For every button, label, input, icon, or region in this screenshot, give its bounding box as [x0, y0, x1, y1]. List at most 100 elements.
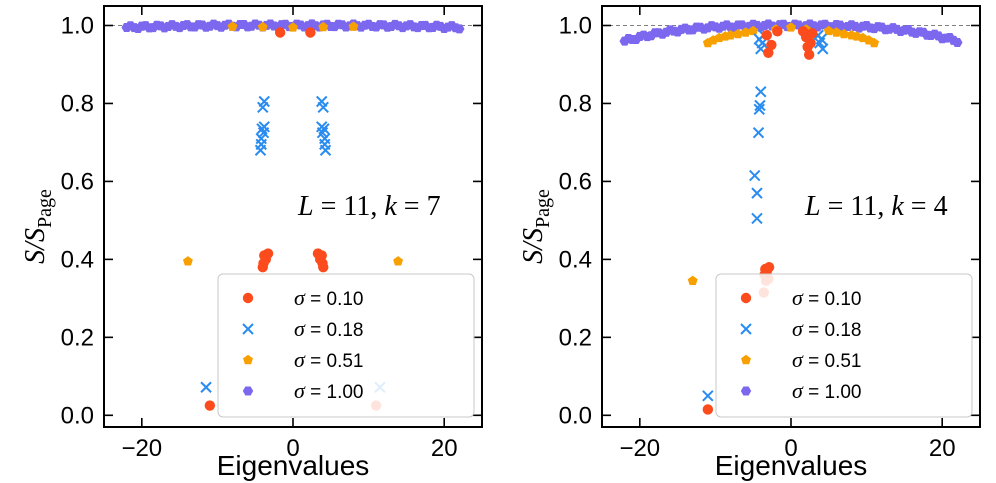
legend: σ = 0.10σ = 0.18σ = 0.51σ = 1.00 [217, 273, 475, 418]
data-point-circle [803, 49, 815, 60]
legend-entry: σ = 0.18 [792, 316, 862, 341]
data-point-pentagon [831, 27, 842, 37]
legend-value: = 1.00 [808, 382, 861, 403]
data-point-x [316, 121, 328, 133]
data-point-circle [766, 39, 777, 51]
data-point-x [255, 132, 267, 145]
legend-marker-circle [740, 292, 752, 304]
data-point-pentagon [838, 28, 849, 39]
data-point-hexagon [952, 38, 963, 48]
legend-value: = 0.10 [310, 289, 363, 310]
data-point-pentagon [733, 28, 744, 39]
y-tick-label: 0.8 [559, 90, 592, 117]
data-point-x [702, 390, 714, 402]
data-point-x [753, 103, 765, 116]
data-point-x-stroke-b [751, 187, 763, 199]
data-point-hexagon [454, 24, 465, 34]
legend-marker-pentagon [741, 354, 751, 365]
data-point-circle [305, 27, 316, 38]
data-point-pentagon [288, 22, 298, 32]
series-pentagon-group [687, 22, 880, 286]
data-point-pentagon [257, 21, 268, 32]
data-point-pentagon [182, 256, 193, 266]
data-point-circle [763, 261, 775, 273]
y-tick-label: 0.8 [61, 90, 94, 117]
series-pentagon-group [182, 21, 404, 266]
data-point-circle [274, 27, 286, 38]
data-point-x-stroke-b [200, 381, 212, 393]
data-point-x-stroke-b [755, 86, 767, 98]
y-axis-label-sub: Page [34, 189, 56, 228]
data-point-pentagon [393, 256, 404, 266]
legend-entry: σ = 0.51 [294, 347, 364, 372]
y-axis-label-sub: Page [532, 189, 554, 228]
data-point-x [749, 169, 761, 182]
data-point-x [817, 43, 829, 55]
data-point-circle [318, 261, 329, 273]
legend-symbol: σ [792, 347, 804, 372]
data-point-x-stroke-b [316, 95, 328, 108]
data-point-circle [772, 26, 783, 37]
legend-marker-x [740, 323, 752, 335]
legend-value: = 0.10 [808, 289, 861, 310]
legend-symbol: σ [294, 347, 306, 372]
data-point-x-stroke-b [319, 132, 331, 145]
data-point-x-stroke-b [817, 43, 829, 55]
legend-symbol: σ [792, 285, 804, 310]
legend: σ = 0.10σ = 0.18σ = 0.51σ = 1.00 [715, 273, 973, 418]
data-point-x [751, 187, 763, 199]
data-point-x-stroke-b [754, 99, 766, 112]
data-point-x [815, 33, 827, 45]
legend-marker-pentagon [243, 354, 253, 365]
data-point-circle [262, 248, 274, 259]
data-point-x [751, 212, 763, 225]
data-point-pentagon [748, 25, 759, 36]
data-point-x-stroke-b [255, 132, 267, 145]
x-tick-label: 20 [929, 435, 956, 462]
data-point-pentagon [823, 25, 834, 36]
data-point-pentagon [318, 21, 329, 32]
legend-entry: σ = 1.00 [792, 378, 862, 403]
data-point-x [752, 126, 765, 139]
data-point-x [258, 95, 270, 108]
y-axis-label-main: S/S [20, 228, 51, 264]
legend-entry: σ = 0.18 [294, 316, 364, 341]
data-point-pentagon [227, 21, 238, 31]
y-tick-label: 0.0 [61, 402, 94, 429]
legend-value: = 0.18 [808, 320, 861, 341]
data-point-circle [204, 400, 216, 411]
data-point-x [755, 86, 767, 98]
annotation-part: = 4 [904, 191, 948, 222]
series-x-group [200, 95, 386, 393]
data-point-circle [702, 404, 714, 415]
annotation-label: L = 11, k = 4 [804, 191, 948, 222]
data-point-circle [763, 47, 774, 58]
legend-symbol: σ [294, 316, 306, 341]
legend-symbol: σ [294, 378, 306, 403]
panel-left: −20 0 20 0.0 0.2 0.4 0.6 0.8 1.0 Eigenvalues S/SPa… [20, 5, 483, 481]
data-point-x-stroke-b [258, 121, 270, 133]
data-point-x [754, 99, 766, 112]
y-axis-label: S/SPage [518, 189, 554, 264]
data-point-x-stroke-b [753, 103, 765, 116]
x-axis-label: Eigenvalues [217, 450, 370, 481]
annotation-label: L = 11, k = 7 [297, 191, 441, 222]
legend-symbol: σ [294, 285, 306, 310]
data-point-x [316, 95, 328, 108]
legend-box [715, 273, 973, 418]
x-tick-label: 20 [431, 435, 458, 462]
legend-value: = 0.18 [310, 320, 363, 341]
data-point-circle [761, 30, 773, 41]
data-point-pentagon [348, 21, 359, 31]
annotation-part: = 11, [821, 191, 892, 222]
y-tick-label: 0.4 [61, 246, 94, 273]
legend-entry: σ = 0.10 [792, 285, 862, 310]
y-tick-label: 0.2 [61, 324, 94, 351]
x-axis-label: Eigenvalues [715, 450, 868, 481]
y-axis-label-main: S/S [518, 228, 549, 264]
annotation-part: = 11, [314, 191, 385, 222]
legend-marker-hexagon [242, 386, 254, 396]
panel-right: −20 0 20 0.0 0.2 0.4 0.6 0.8 1.0 Eigenvalues S/SPa… [518, 5, 981, 481]
data-point-x [258, 121, 270, 133]
data-point-x-stroke-b [751, 212, 763, 225]
